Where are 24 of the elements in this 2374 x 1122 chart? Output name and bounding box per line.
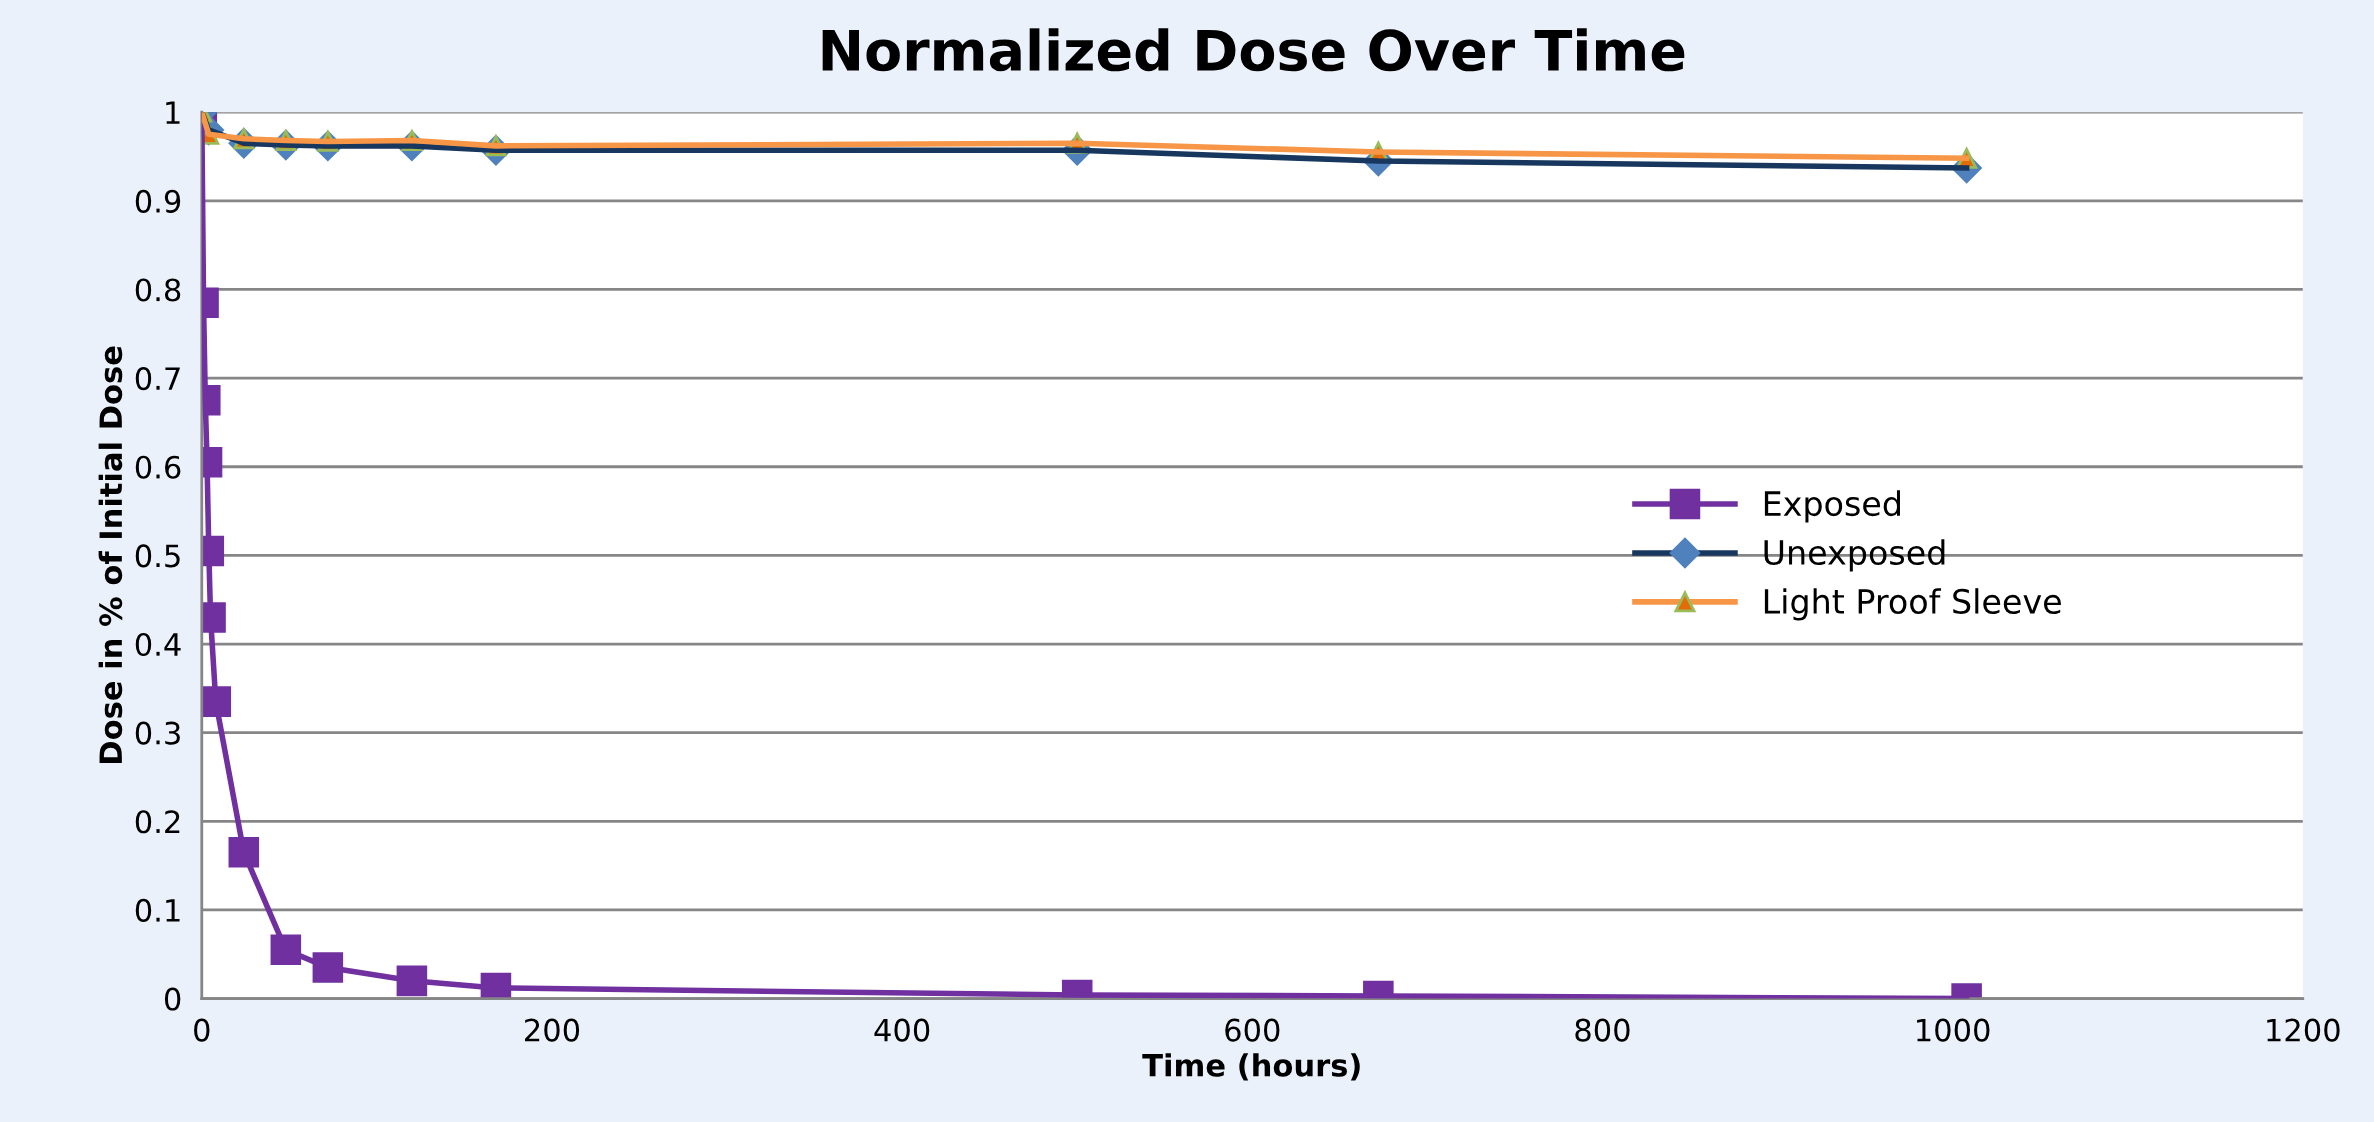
x-tick-label: 800 [1575, 1018, 1630, 1042]
y-tick-label: 0.5 [135, 544, 180, 568]
x-tick-label: 0 [194, 1018, 210, 1042]
legend-label: Unexposed [1764, 539, 1945, 572]
y-tick-label: 1 [166, 101, 180, 124]
legend-label: Light Proof Sleeve [1764, 588, 2061, 621]
y-tick-label: 0 [164, 987, 181, 1011]
y-tick-label: 0.7 [135, 367, 180, 391]
x-tick-label: 200 [525, 1018, 580, 1042]
x-tick-label: 400 [874, 1018, 930, 1042]
x-tick-label: 1200 [2267, 1018, 2340, 1042]
legend-label: Exposed [1764, 490, 1900, 523]
x-tick-label: 1000 [1917, 1018, 1990, 1042]
x-axis-title: Time (hours) [1142, 1053, 1360, 1081]
y-tick-label: 0.6 [135, 455, 181, 479]
x-tick-label: 600 [1225, 1018, 1280, 1042]
y-tick-label: 0.1 [135, 898, 180, 922]
y-axis-title: Dose in % of Initial Dose [98, 346, 123, 763]
y-tick-label: 0.2 [135, 810, 180, 834]
y-tick-label: 0.4 [135, 632, 181, 657]
y-tick-label: 0.9 [135, 189, 181, 213]
chart-title: Normalized Dose Over Time [822, 28, 1685, 72]
y-tick-label: 0.8 [135, 278, 181, 302]
y-tick-label: 0.3 [135, 721, 180, 745]
